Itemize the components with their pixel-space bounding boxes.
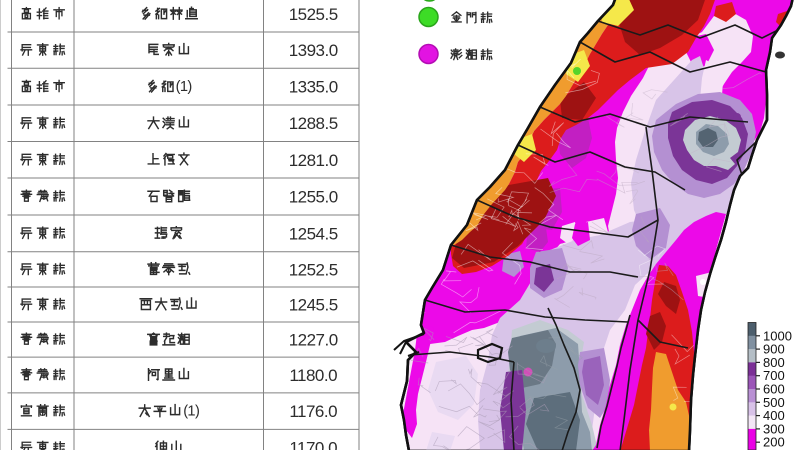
svg-text:1176.0: 1176.0 bbox=[289, 402, 337, 421]
svg-text:1525.5: 1525.5 bbox=[289, 5, 338, 24]
svg-text:600: 600 bbox=[763, 382, 785, 397]
svg-text:900: 900 bbox=[763, 342, 785, 357]
svg-text:200: 200 bbox=[763, 435, 785, 450]
svg-text:1: 1 bbox=[180, 79, 188, 95]
svg-text:): ) bbox=[187, 79, 192, 95]
svg-text:1335.0: 1335.0 bbox=[289, 78, 338, 97]
svg-text:300: 300 bbox=[763, 421, 785, 436]
svg-text:1227.0: 1227.0 bbox=[289, 331, 338, 350]
svg-text:400: 400 bbox=[763, 408, 785, 423]
svg-text:1393.0: 1393.0 bbox=[289, 41, 338, 60]
svg-text:1288.5: 1288.5 bbox=[289, 114, 338, 133]
svg-text:700: 700 bbox=[763, 368, 785, 383]
svg-text:1: 1 bbox=[187, 404, 195, 420]
svg-text:): ) bbox=[195, 404, 200, 420]
svg-text:1255.0: 1255.0 bbox=[289, 188, 338, 207]
svg-text:1281.0: 1281.0 bbox=[289, 151, 338, 170]
svg-text:1254.5: 1254.5 bbox=[289, 224, 338, 243]
svg-text:(: ( bbox=[183, 404, 188, 420]
svg-text:1000: 1000 bbox=[763, 328, 792, 343]
svg-text:1252.5: 1252.5 bbox=[289, 260, 338, 279]
svg-text:1170.0: 1170.0 bbox=[289, 439, 337, 450]
svg-text:1180.0: 1180.0 bbox=[289, 366, 337, 385]
svg-text:800: 800 bbox=[763, 355, 785, 370]
svg-text:1245.5: 1245.5 bbox=[289, 296, 338, 315]
svg-text:500: 500 bbox=[763, 395, 785, 410]
svg-text:(: ( bbox=[176, 79, 181, 95]
